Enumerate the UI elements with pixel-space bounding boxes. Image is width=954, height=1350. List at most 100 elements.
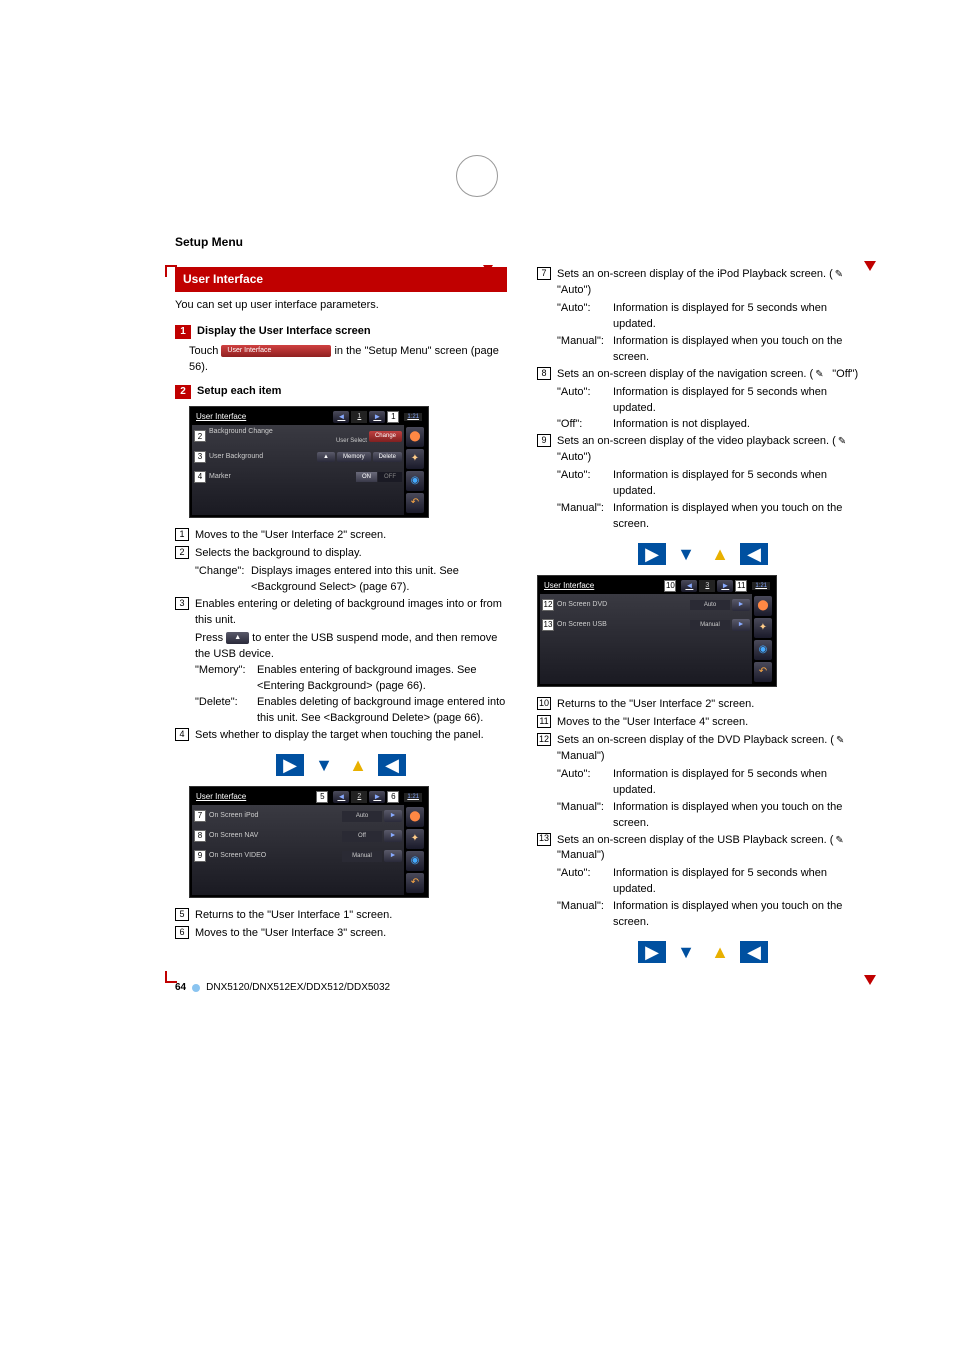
touch-prefix: Touch bbox=[189, 345, 218, 357]
n9-auto-v: Information is displayed for 5 seconds w… bbox=[613, 468, 869, 500]
dvd-value: Auto bbox=[690, 600, 730, 611]
intro-text: You can set up user interface parameters… bbox=[175, 298, 507, 314]
onscreen-video-label: On Screen VIDEO bbox=[209, 851, 342, 861]
num-10: 10 bbox=[537, 697, 551, 710]
num-13: 13 bbox=[537, 833, 551, 846]
note-10: Returns to the "User Interface 2" screen… bbox=[557, 697, 869, 713]
model-list: DNX5120/DNX512EX/DDX512/DDX5032 bbox=[206, 982, 390, 993]
back-button[interactable]: ↶ bbox=[406, 493, 424, 513]
num-8: 8 bbox=[537, 367, 551, 380]
delete-key: "Delete": bbox=[195, 695, 257, 727]
side-button-2b[interactable]: ✦ bbox=[406, 829, 424, 849]
press-a: Press bbox=[195, 632, 226, 644]
side-button-1b[interactable]: ⬤ bbox=[406, 807, 424, 827]
arrow-down-icon-2: ▼ bbox=[672, 543, 700, 565]
note-11: Moves to the "User Interface 4" screen. bbox=[557, 715, 869, 731]
side-button-1[interactable]: ⬤ bbox=[406, 427, 424, 447]
side-button-2c[interactable]: ✦ bbox=[754, 618, 772, 638]
back-button-b[interactable]: ↶ bbox=[406, 873, 424, 893]
nav-value: Off bbox=[342, 831, 382, 842]
usb-icon-button[interactable]: ▲ bbox=[317, 452, 335, 463]
usb-value: Manual bbox=[690, 620, 730, 631]
page-indicator: 1 bbox=[351, 411, 367, 423]
arrow-left-icon-3: ◀ bbox=[740, 941, 768, 963]
video-value: Manual bbox=[342, 851, 382, 862]
camera-button-b[interactable]: ◉ bbox=[406, 851, 424, 871]
note-7-def: "Auto") bbox=[557, 284, 591, 296]
num-11: 11 bbox=[537, 715, 551, 728]
next-page-button-3[interactable]: ► bbox=[717, 580, 733, 592]
usb-next-button[interactable]: ► bbox=[732, 619, 750, 631]
title-bar: User Interface bbox=[175, 267, 507, 292]
video-next-button[interactable]: ► bbox=[384, 850, 402, 862]
callout-4: 4 bbox=[194, 471, 206, 483]
ipod-next-button[interactable]: ► bbox=[384, 810, 402, 822]
back-button-c[interactable]: ↶ bbox=[754, 662, 772, 682]
side-button-1c[interactable]: ⬤ bbox=[754, 596, 772, 616]
screenshot-ui1: User Interface ◄ 1 ► 1 1:21 2 B bbox=[189, 406, 429, 518]
arrow-strip-3: ▶ ▼ ▲ ◀ bbox=[537, 941, 869, 963]
note-9: Sets an on-screen display of the video p… bbox=[557, 435, 836, 447]
callout-5: 5 bbox=[316, 791, 328, 803]
n8-auto-v: Information is displayed for 5 seconds w… bbox=[613, 385, 869, 417]
callout-7: 7 bbox=[194, 810, 206, 822]
note-13-def: "Manual") bbox=[557, 849, 605, 861]
page-number: 64 bbox=[175, 982, 186, 993]
n13-auto-k: "Auto": bbox=[557, 866, 613, 898]
n7-man-v: Information is displayed when you touch … bbox=[613, 334, 869, 366]
prev-page-button-3[interactable]: ◄ bbox=[681, 580, 697, 592]
camera-button-c[interactable]: ◉ bbox=[754, 640, 772, 660]
step-1-num: 1 bbox=[175, 325, 191, 339]
next-page-button-2[interactable]: ► bbox=[369, 791, 385, 803]
dvd-next-button[interactable]: ► bbox=[732, 599, 750, 611]
memory-button[interactable]: Memory bbox=[337, 452, 371, 463]
next-page-button[interactable]: ► bbox=[369, 411, 385, 423]
note-1: Moves to the "User Interface 2" screen. bbox=[195, 528, 507, 544]
note-5: Returns to the "User Interface 1" screen… bbox=[195, 908, 507, 924]
arrow-down-icon: ▼ bbox=[310, 754, 338, 776]
callout-2: 2 bbox=[194, 430, 206, 442]
marker-on-button[interactable]: ON bbox=[356, 472, 377, 483]
note-3: Enables entering or deleting of backgrou… bbox=[195, 597, 507, 629]
n7-man-k: "Manual": bbox=[557, 334, 613, 366]
num-2: 2 bbox=[175, 546, 189, 559]
num-4: 4 bbox=[175, 728, 189, 741]
marker-off-button[interactable]: OFF bbox=[378, 472, 402, 483]
delete-button[interactable]: Delete bbox=[373, 452, 402, 463]
clock: 1:21 bbox=[404, 413, 422, 422]
nav-next-button[interactable]: ► bbox=[384, 830, 402, 842]
page-indicator-3: 3 bbox=[699, 580, 715, 592]
num-1: 1 bbox=[175, 528, 189, 541]
num-9: 9 bbox=[537, 434, 551, 447]
usb-suspend-button[interactable]: ▲ bbox=[226, 632, 249, 644]
n9-auto-k: "Auto": bbox=[557, 468, 613, 500]
num-7: 7 bbox=[537, 267, 551, 280]
arrow-up-icon-2: ▲ bbox=[706, 543, 734, 565]
right-column: 7Sets an on-screen display of the iPod P… bbox=[537, 267, 869, 973]
clock-2: 1:21 bbox=[404, 793, 422, 802]
arrow-left-icon: ◀ bbox=[378, 754, 406, 776]
section-header: Setup Menu bbox=[175, 235, 869, 249]
prev-page-button-2[interactable]: ◄ bbox=[333, 791, 349, 803]
bg-change-sub: User Select bbox=[209, 437, 367, 446]
arrow-left-icon-2: ◀ bbox=[740, 543, 768, 565]
n8-off-v: Information is not displayed. bbox=[613, 417, 869, 433]
bg-change-label: Background Change bbox=[209, 427, 367, 437]
memory-val: Enables entering of background images. S… bbox=[257, 663, 507, 695]
note-9-def: "Auto") bbox=[557, 451, 591, 463]
onscreen-dvd-label: On Screen DVD bbox=[557, 600, 690, 610]
memory-key: "Memory": bbox=[195, 663, 257, 695]
n13-man-v: Information is displayed when you touch … bbox=[613, 899, 869, 931]
camera-button[interactable]: ◉ bbox=[406, 471, 424, 491]
side-button-2[interactable]: ✦ bbox=[406, 449, 424, 469]
screenshot-ui3: User Interface 10 ◄ 3 ► 11 1:21 12 O bbox=[537, 575, 777, 687]
pencil-icon-2 bbox=[815, 367, 827, 379]
change-button[interactable]: Change bbox=[369, 431, 402, 442]
onscreen-nav-label: On Screen NAV bbox=[209, 831, 342, 841]
user-interface-button[interactable]: User Interface bbox=[221, 345, 331, 357]
prev-page-button[interactable]: ◄ bbox=[333, 411, 349, 423]
screenshot-ui2: User Interface 5 ◄ 2 ► 6 1:21 7 On S bbox=[189, 786, 429, 898]
note-12-def: "Manual") bbox=[557, 750, 605, 762]
step-2: 2 Setup each item bbox=[175, 384, 507, 400]
callout-13: 13 bbox=[542, 619, 554, 631]
